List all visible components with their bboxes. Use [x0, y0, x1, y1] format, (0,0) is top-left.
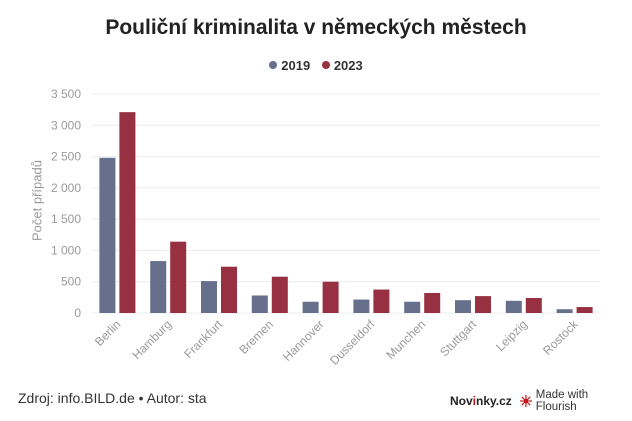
bar-2023-hamburg [170, 241, 187, 313]
bar-2023-frankfurt [221, 266, 237, 313]
bar-2019-frankfurt [201, 281, 217, 313]
novinky-logo-prefix: Nov [450, 394, 473, 408]
y-tick-label: 2 500 [51, 150, 81, 164]
y-tick-label: 3 000 [51, 118, 81, 132]
y-tick-label: 500 [61, 275, 81, 289]
bar-2019-stuttgart [455, 300, 471, 313]
bar-2023-munchen [424, 292, 441, 313]
bar-2023-bremen [271, 276, 288, 313]
bar-2019-dusseldorf [353, 299, 370, 313]
y-tick-label: 2 000 [51, 181, 81, 195]
y-tick-label: 1 500 [51, 212, 81, 226]
novinky-logo-accent: i [472, 394, 477, 408]
bar-2019-munchen [404, 301, 421, 313]
bar-2023-hannover [322, 281, 339, 313]
bar-2019-rostock [556, 309, 573, 313]
x-tick-label: Leipzig [493, 317, 530, 354]
x-tick-label: Frankfurt [181, 317, 225, 361]
flourish-icon [519, 395, 532, 407]
legend-dot-2023 [321, 61, 330, 69]
x-tick-label: Hamburg [130, 317, 175, 362]
bar-2019-bremen [251, 295, 268, 313]
x-tick-label: Bremen [236, 317, 276, 357]
legend-dot-2019 [269, 61, 278, 69]
y-tick-label: 0 [74, 306, 81, 320]
x-tick-label: Dusseldorf [327, 317, 378, 368]
novinky-logo-suffix: nky.cz [476, 394, 512, 408]
bar-2023-stuttgart [475, 296, 491, 313]
legend-item-2023[interactable]: 2023 [321, 57, 363, 73]
legend-item-2019[interactable]: 2019 [269, 58, 310, 73]
legend: 2019 2023 [0, 57, 632, 73]
bar-2019-leipzig [505, 300, 522, 313]
bar-2019-berlin [99, 157, 116, 313]
x-tick-label: Berlin [92, 317, 124, 349]
x-tick-label: Munchen [384, 317, 429, 362]
bar-2023-leipzig [525, 297, 542, 313]
legend-label-2019: 2019 [281, 57, 311, 73]
y-tick-label: 3 500 [51, 87, 81, 101]
x-tick-label: Rostock [540, 317, 581, 358]
footer-branding: Novinky.cz Made with Flourish [450, 389, 632, 413]
y-tick-label: 1 000 [51, 243, 81, 257]
x-tick-label: Stuttgart [437, 317, 479, 359]
source-note: Zdroj: info.BILD.de • Autor: sta [18, 390, 207, 406]
bar-2019-hannover [302, 301, 319, 313]
bar-2023-berlin [119, 112, 136, 313]
bar-2023-dusseldorf [373, 289, 390, 313]
legend-label-2023: 2023 [333, 57, 363, 73]
made-with-flourish-link[interactable]: Made with Flourish [535, 389, 589, 413]
novinky-logo[interactable]: Novinky.cz [450, 394, 512, 408]
x-tick-label: Hannover [280, 317, 327, 364]
y-axis-label: Počet případů [29, 160, 45, 241]
bar-2023-rostock [576, 307, 593, 313]
bar-2019-hamburg [150, 261, 167, 313]
chart-title: Pouliční kriminalita v německých městech [105, 16, 527, 39]
